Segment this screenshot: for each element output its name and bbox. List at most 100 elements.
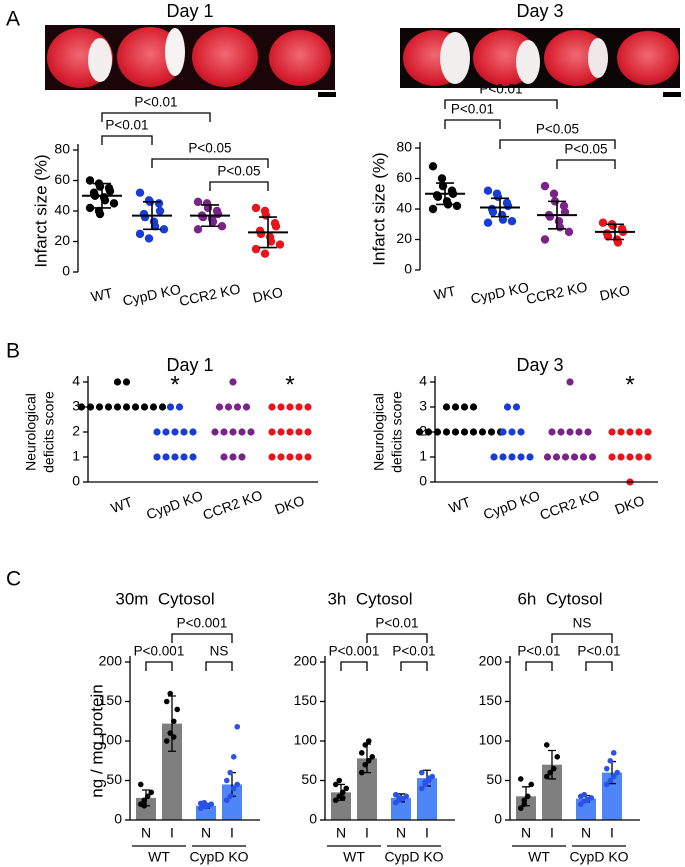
comparison-label: NS: [210, 644, 229, 659]
y-axis-label: ng / mg protein: [87, 684, 106, 797]
data-point: [166, 403, 175, 411]
data-point: [180, 453, 188, 461]
data-point: [603, 232, 613, 241]
x-tick-label: CypD KO: [121, 281, 182, 309]
data-point: [229, 453, 237, 461]
data-point: [131, 403, 140, 411]
data-point: [617, 453, 625, 461]
y-tick-label: 1: [72, 448, 80, 464]
data-point: [122, 378, 131, 386]
comparison-label: P<0.001: [329, 644, 380, 659]
x-tick-label: I: [230, 825, 234, 841]
data-point: [304, 453, 312, 461]
data-point: [193, 225, 203, 234]
comparison-label: P<0.001: [134, 644, 185, 659]
y-tick-label: 4: [72, 373, 80, 389]
y-axis-label: Neurological: [23, 393, 39, 471]
y-axis-label: Neurological: [371, 393, 387, 471]
data-point: [238, 453, 246, 461]
data-point: [614, 769, 621, 776]
data-point: [171, 453, 179, 461]
data-point: [170, 718, 177, 725]
data-point: [487, 428, 496, 436]
x-tick-label: N: [141, 825, 151, 841]
x-tick-label: DKO: [273, 492, 307, 517]
data-point: [332, 797, 339, 804]
data-point: [452, 201, 462, 211]
data-point: [85, 203, 95, 213]
x-tick-label: N: [396, 825, 406, 841]
comparison-bracket: [101, 112, 211, 122]
sd-whisker: [548, 200, 566, 230]
data-point: [113, 378, 122, 386]
data-point: [418, 769, 425, 776]
data-point: [552, 453, 561, 461]
data-point: [608, 428, 616, 436]
data-point: [517, 428, 525, 436]
data-point: [403, 793, 410, 800]
x-tick-label: DKO: [251, 284, 284, 306]
y-axis-label: deficits score: [41, 391, 57, 473]
data-point: [561, 453, 570, 461]
data-point: [144, 793, 151, 800]
data-point: [644, 453, 652, 461]
y-tick-label: 60: [54, 171, 70, 187]
data-point: [223, 797, 230, 804]
data-point: [425, 775, 432, 781]
x-tick-label: I: [170, 825, 174, 841]
comparison-bracket: [205, 661, 233, 671]
group-label: WT: [148, 849, 170, 865]
data-point: [483, 186, 493, 195]
data-point: [339, 789, 346, 796]
x-tick-label: DKO: [613, 492, 647, 517]
comparison-label: P<0.05: [536, 122, 579, 137]
data-point: [167, 730, 174, 736]
data-point: [144, 234, 154, 243]
data-point: [286, 428, 294, 436]
data-point: [543, 742, 550, 748]
data-point: [220, 428, 228, 436]
data-point: [260, 249, 270, 258]
data-point: [588, 795, 595, 801]
data-point: [193, 197, 203, 207]
data-point: [211, 428, 219, 436]
data-point: [499, 453, 507, 461]
y-tick-label: 20: [54, 232, 70, 248]
data-point: [220, 453, 228, 461]
brain-slices-day3: [400, 28, 681, 97]
data-point: [613, 238, 623, 247]
significance-star: *: [625, 371, 634, 398]
y-tick-label: 100: [294, 732, 318, 748]
x-tick-label: WT: [447, 493, 473, 516]
data-point: [478, 428, 487, 436]
data-point: [251, 203, 261, 213]
data-point: [548, 428, 556, 436]
data-point: [155, 206, 165, 216]
data-point: [86, 403, 95, 411]
data-point: [95, 209, 105, 219]
y-tick-label: 0: [72, 473, 80, 489]
y-tick-label: 80: [396, 139, 412, 155]
panel-label: C: [6, 568, 21, 591]
data-point: [162, 428, 170, 436]
data-point: [635, 453, 643, 461]
data-point: [490, 453, 498, 461]
y-tick-label: 50: [106, 771, 122, 787]
x-tick-label: N: [521, 825, 531, 841]
data-point: [469, 403, 478, 411]
data-point: [104, 403, 113, 411]
data-point: [167, 690, 174, 697]
data-point: [362, 761, 369, 768]
data-point: [524, 793, 531, 800]
data-point: [469, 428, 478, 436]
x-tick-label: CCR2 KO: [178, 280, 242, 309]
y-tick-label: 200: [294, 653, 318, 669]
y-tick-label: 0: [404, 261, 412, 277]
x-tick-label: CCR2 KO: [538, 487, 602, 523]
data-point: [217, 222, 227, 231]
data-point: [358, 769, 365, 776]
x-tick-label: N: [336, 825, 346, 841]
y-tick-label: 3: [72, 398, 80, 414]
data-point: [517, 453, 525, 461]
data-point: [277, 428, 285, 436]
